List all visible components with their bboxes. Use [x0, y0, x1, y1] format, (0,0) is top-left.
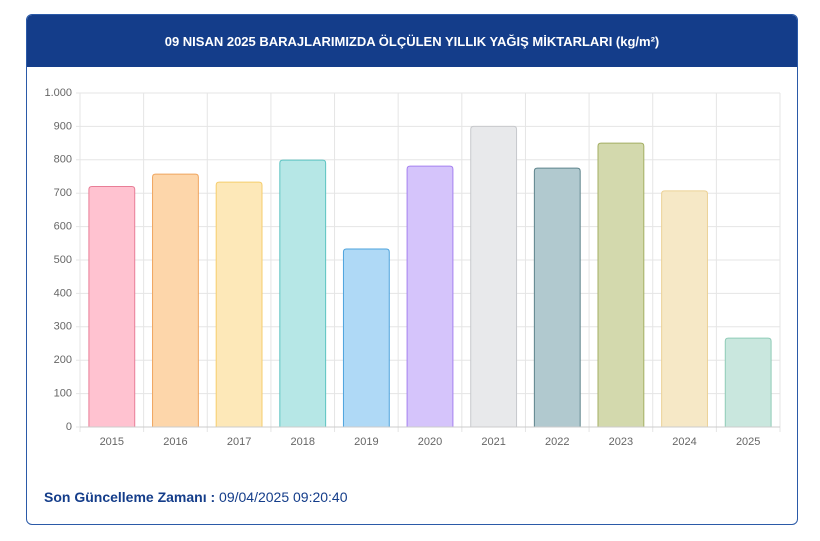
bar	[215, 181, 263, 427]
x-tick-label: 2019	[354, 436, 378, 448]
y-tick-label: 600	[54, 221, 72, 233]
update-time: 09/04/2025 09:20:40	[219, 489, 348, 505]
x-tick-label: 2017	[227, 436, 251, 448]
y-tick-label: 500	[54, 254, 72, 266]
bar	[724, 337, 772, 427]
y-tick-label: 1.000	[44, 87, 72, 99]
bar	[406, 165, 454, 427]
bar	[279, 159, 327, 427]
x-tick-label: 2023	[609, 436, 633, 448]
x-tick-label: 2018	[290, 436, 314, 448]
y-tick-label: 200	[54, 354, 72, 366]
update-info: Son Güncelleme Zamanı : 09/04/2025 09:20…	[44, 489, 348, 505]
x-tick-label: 2021	[481, 436, 505, 448]
bar	[342, 248, 390, 427]
y-tick-label: 700	[54, 187, 72, 199]
x-tick-label: 2016	[163, 436, 187, 448]
x-tick-label: 2020	[418, 436, 442, 448]
y-tick-label: 900	[54, 120, 72, 132]
y-tick-label: 300	[54, 321, 72, 333]
bar	[661, 190, 708, 427]
x-tick-label: 2025	[736, 436, 760, 448]
y-tick-label: 400	[54, 287, 72, 299]
y-tick-label: 100	[54, 388, 72, 400]
x-tick-label: 2022	[545, 436, 569, 448]
chart-title: 09 NISAN 2025 BARAJLARIMIZDA ÖLÇÜLEN YIL…	[27, 15, 797, 67]
bar	[152, 173, 199, 427]
x-tick-label: 2015	[100, 436, 124, 448]
x-tick-label: 2024	[672, 436, 696, 448]
y-tick-label: 800	[54, 154, 72, 166]
bar	[88, 186, 136, 427]
bar	[597, 142, 645, 427]
y-tick-label: 0	[66, 421, 72, 433]
update-label: Son Güncelleme Zamanı :	[44, 489, 216, 505]
bar	[470, 125, 518, 427]
bar	[533, 167, 581, 427]
